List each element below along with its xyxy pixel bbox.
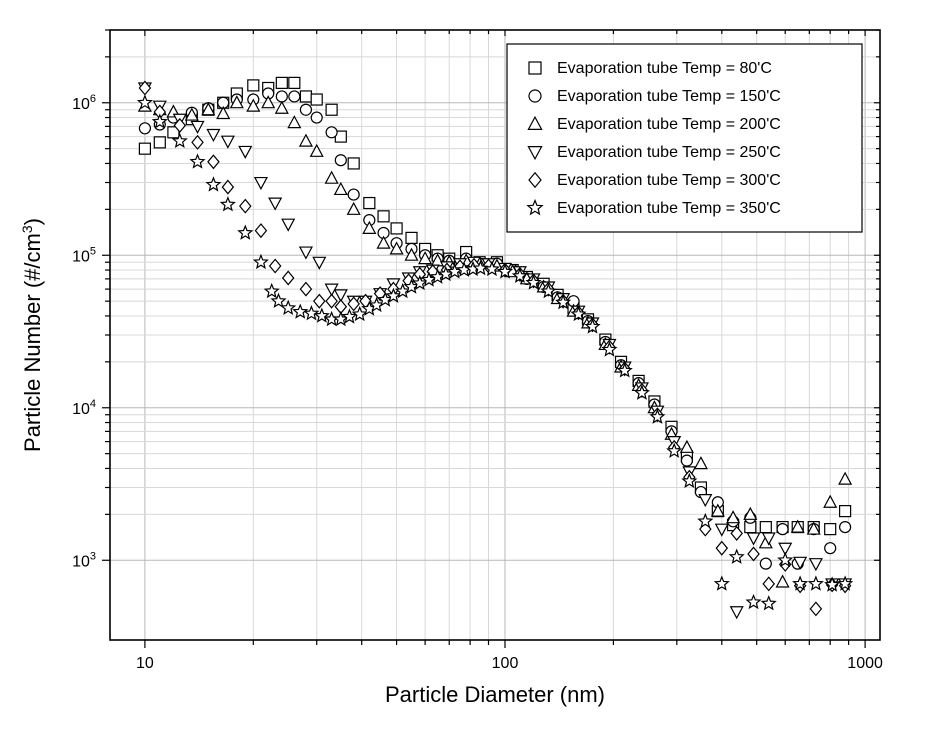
legend-item-label: Evaporation tube Temp = 300'C (557, 172, 781, 189)
legend-item-label: Evaporation tube Temp = 200'C (557, 116, 781, 133)
scatter-chart: 101001000103104105106Particle Diameter (… (0, 0, 927, 740)
legend-item-label: Evaporation tube Temp = 150'C (557, 88, 781, 105)
legend-item-label: Evaporation tube Temp = 80'C (557, 60, 772, 77)
legend: Evaporation tube Temp = 80'C Evaporation … (507, 44, 862, 232)
y-axis-label: Particle Number (#/cm3) (19, 218, 45, 452)
x-tick-label: 1000 (847, 655, 883, 672)
legend-item-label: Evaporation tube Temp = 250'C (557, 144, 781, 161)
x-tick-label: 100 (492, 655, 519, 672)
x-tick-label: 10 (136, 655, 154, 672)
legend-item-label: Evaporation tube Temp = 350'C (557, 200, 781, 217)
x-axis-label: Particle Diameter (nm) (385, 682, 605, 707)
chart-container: 101001000103104105106Particle Diameter (… (0, 0, 927, 740)
